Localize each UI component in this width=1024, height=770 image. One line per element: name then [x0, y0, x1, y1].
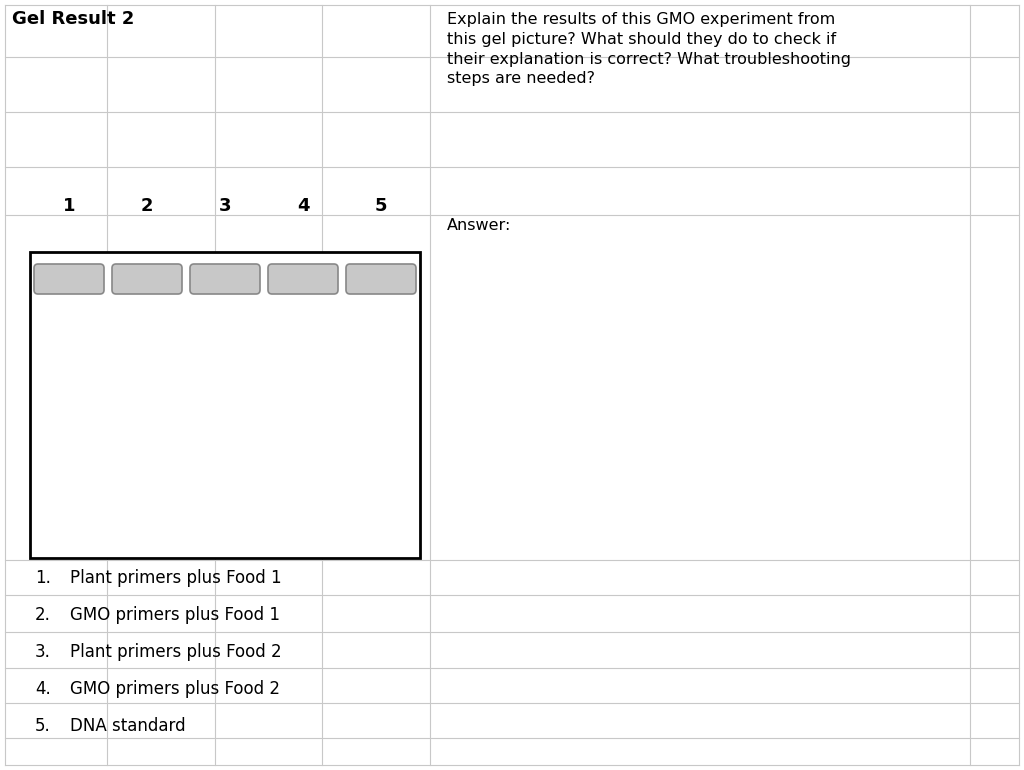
Text: Plant primers plus Food 1: Plant primers plus Food 1	[70, 569, 282, 587]
Text: Gel Result 2: Gel Result 2	[12, 10, 134, 28]
FancyBboxPatch shape	[34, 264, 104, 294]
Text: 3.: 3.	[35, 643, 51, 661]
FancyBboxPatch shape	[112, 264, 182, 294]
FancyBboxPatch shape	[346, 264, 416, 294]
Text: 1: 1	[62, 197, 75, 215]
Text: 4.: 4.	[35, 680, 51, 698]
Text: Explain the results of this GMO experiment from
this gel picture? What should th: Explain the results of this GMO experime…	[447, 12, 851, 86]
Text: DNA standard: DNA standard	[70, 717, 185, 735]
Text: GMO primers plus Food 1: GMO primers plus Food 1	[70, 606, 280, 624]
Text: 1.: 1.	[35, 569, 51, 587]
Text: Plant primers plus Food 2: Plant primers plus Food 2	[70, 643, 282, 661]
Bar	[30, 252, 420, 558]
Text: 2.: 2.	[35, 606, 51, 624]
Text: Answer:: Answer:	[447, 218, 511, 233]
Text: 5.: 5.	[35, 717, 51, 735]
Text: 3: 3	[219, 197, 231, 215]
Text: 4: 4	[297, 197, 309, 215]
Text: 5: 5	[375, 197, 387, 215]
Text: 2: 2	[140, 197, 154, 215]
Text: GMO primers plus Food 2: GMO primers plus Food 2	[70, 680, 280, 698]
FancyBboxPatch shape	[190, 264, 260, 294]
FancyBboxPatch shape	[268, 264, 338, 294]
